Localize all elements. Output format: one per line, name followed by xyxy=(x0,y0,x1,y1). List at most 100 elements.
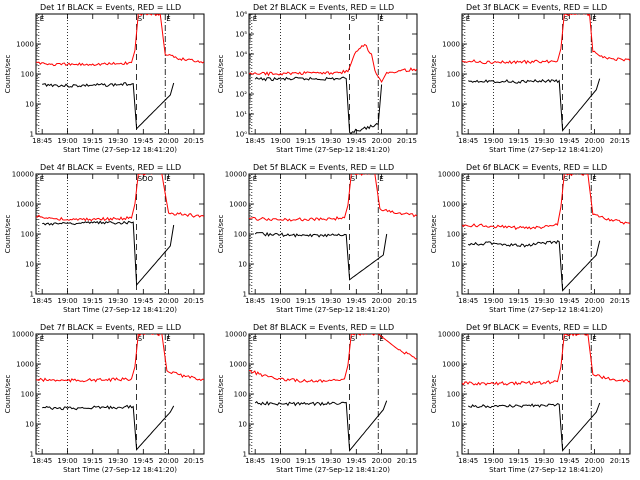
panel-title: Det 3f BLACK = Events, RED = LLD xyxy=(466,3,607,12)
x-tick-label: 19:45 xyxy=(559,297,579,305)
x-tick-label: 20:00 xyxy=(159,297,179,305)
plot-frame xyxy=(461,173,631,295)
y-tick-label: 1 xyxy=(30,451,34,459)
x-tick-label: 19:30 xyxy=(108,297,128,305)
y-axis-label: Counts/sec xyxy=(4,55,12,94)
y-tick-label: 10000 xyxy=(12,331,34,339)
count-rate-plot: Det 6f BLACK = Events, RED = LLD 1 10 100 10… xyxy=(430,163,631,314)
y-tick-label: 10000 xyxy=(438,171,460,179)
x-tick-label: 18:45 xyxy=(32,297,52,305)
x-tick-label: 20:15 xyxy=(610,297,630,305)
y-tick-label: 10 xyxy=(451,101,460,109)
time-marker-label: E xyxy=(379,15,383,23)
y-axis-label: Counts/sec xyxy=(4,375,12,414)
x-tick-label: 19:00 xyxy=(57,297,77,305)
x-tick-label: 19:00 xyxy=(57,137,77,145)
time-marker-label: E xyxy=(166,335,170,343)
x-axis-label: Start Time (27-Sep-12 18:41:20) xyxy=(276,306,390,314)
time-marker-label: E xyxy=(40,335,44,343)
time-marker-label: S xyxy=(138,15,143,23)
lld-series-line xyxy=(462,14,630,65)
y-tick-label: 100 xyxy=(21,71,34,79)
lld-series-line xyxy=(249,174,417,222)
x-tick-label: 18:45 xyxy=(458,457,478,465)
time-marker-label: E xyxy=(253,335,257,343)
detector-panel: Det 5f BLACK = Events, RED = LLD 1 10 100 10… xyxy=(213,160,426,320)
x-tick-label: 20:15 xyxy=(184,297,204,305)
x-tick-label: 20:15 xyxy=(184,457,204,465)
lld-series-line xyxy=(249,334,417,384)
x-tick-label: 19:15 xyxy=(509,297,529,305)
x-tick-label: 19:30 xyxy=(321,137,341,145)
time-marker-label: E xyxy=(466,15,470,23)
events-series-line xyxy=(467,402,601,452)
y-tick-label: 1 xyxy=(456,291,460,299)
y-tick-label: 1000 xyxy=(442,201,460,209)
x-tick-label: 18:45 xyxy=(245,137,265,145)
y-tick-label: 100 xyxy=(21,391,34,399)
x-tick-label: 20:00 xyxy=(159,457,179,465)
x-tick-label: 19:30 xyxy=(321,297,341,305)
x-tick-label: 19:30 xyxy=(108,137,128,145)
y-tick-label: 10⁴ xyxy=(235,51,247,59)
panel-title: Det 2f BLACK = Events, RED = LLD xyxy=(253,3,394,12)
y-tick-label: 10000 xyxy=(438,331,460,339)
time-marker-label: E xyxy=(166,175,170,183)
x-tick-label: 20:00 xyxy=(585,297,605,305)
y-tick-label: 10 xyxy=(451,421,460,429)
y-tick-label: 1 xyxy=(243,451,247,459)
detector-panel: Det 9f BLACK = Events, RED = LLD 1 10 100 10… xyxy=(426,320,639,480)
events-series-line xyxy=(42,82,175,130)
time-marker-label: S xyxy=(351,175,356,183)
detector-panel: Det 8f BLACK = Events, RED = LLD 1 10 100 10… xyxy=(213,320,426,480)
x-axis-label: Start Time (27-Sep-12 18:41:20) xyxy=(63,306,177,314)
events-series-line xyxy=(254,76,383,134)
time-marker-label: E xyxy=(40,175,44,183)
detector-panel: Det 6f BLACK = Events, RED = LLD 1 10 100 10… xyxy=(426,160,639,320)
x-tick-label: 18:45 xyxy=(245,297,265,305)
time-marker-label: E xyxy=(592,175,596,183)
events-series-line xyxy=(42,220,175,287)
plot-frame xyxy=(35,13,205,135)
x-tick-label: 19:00 xyxy=(483,297,503,305)
lld-series-line xyxy=(462,174,630,231)
lld-series-line xyxy=(249,43,417,84)
detector-panel: Det 3f BLACK = Events, RED = LLD 1 10 100 10… xyxy=(426,0,639,160)
x-tick-label: 20:00 xyxy=(585,137,605,145)
panel-title: Det 1f BLACK = Events, RED = LLD xyxy=(40,3,181,12)
time-marker-label: E xyxy=(40,15,44,23)
x-axis-label: Start Time (27-Sep-12 18:41:20) xyxy=(63,466,177,474)
x-tick-label: 19:45 xyxy=(559,137,579,145)
y-tick-label: 10 xyxy=(451,261,460,269)
x-tick-label: 20:00 xyxy=(585,457,605,465)
time-marker-label: E xyxy=(592,15,596,23)
x-tick-label: 19:45 xyxy=(346,137,366,145)
y-tick-label: 1000 xyxy=(229,361,247,369)
y-tick-label: 100 xyxy=(447,391,460,399)
plot-frame xyxy=(248,333,418,455)
time-marker-label: S xyxy=(564,175,569,183)
count-rate-plot: Det 9f BLACK = Events, RED = LLD 1 10 100 10… xyxy=(430,323,631,474)
x-tick-label: 18:45 xyxy=(245,457,265,465)
y-tick-label: 1000 xyxy=(16,201,34,209)
x-axis-label: Start Time (27-Sep-12 18:41:20) xyxy=(63,146,177,154)
panel-title: Det 5f BLACK = Events, RED = LLD xyxy=(253,163,394,172)
y-axis-label: Counts/sec xyxy=(217,215,225,254)
x-tick-label: 19:45 xyxy=(346,297,366,305)
y-tick-label: 10000 xyxy=(12,171,34,179)
y-tick-label: 1 xyxy=(30,131,34,139)
plot-frame xyxy=(35,173,205,295)
x-tick-label: 19:15 xyxy=(296,137,316,145)
time-marker-label: S xyxy=(351,15,356,23)
y-axis-label: Counts/sec xyxy=(217,375,225,414)
time-marker-label: E xyxy=(592,335,596,343)
x-tick-label: 19:00 xyxy=(483,137,503,145)
x-tick-label: 19:15 xyxy=(509,137,529,145)
y-tick-label: 100 xyxy=(234,391,247,399)
x-tick-label: 20:00 xyxy=(372,137,392,145)
x-tick-label: 18:45 xyxy=(458,137,478,145)
x-axis-label: Start Time (27-Sep-12 18:41:20) xyxy=(489,466,603,474)
x-tick-label: 19:30 xyxy=(534,457,554,465)
y-tick-label: 10 xyxy=(238,421,247,429)
